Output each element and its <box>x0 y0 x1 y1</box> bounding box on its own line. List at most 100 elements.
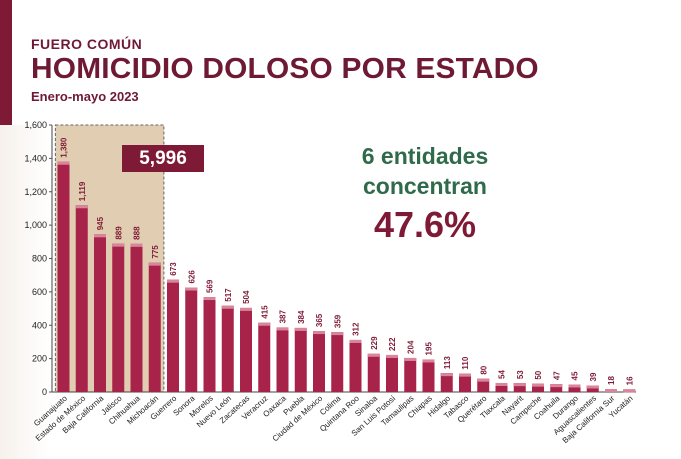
bar-cap <box>422 359 435 363</box>
y-tick-label: 800 <box>32 254 47 264</box>
bar <box>94 234 106 392</box>
y-tick-label: 200 <box>32 354 47 364</box>
bar <box>404 357 417 392</box>
bar <box>586 385 599 392</box>
bar <box>349 339 362 392</box>
bar <box>422 359 435 392</box>
bar-cap <box>276 327 289 331</box>
bar <box>550 384 563 392</box>
bar <box>367 353 380 392</box>
bar-cap <box>167 279 179 283</box>
y-tick-label: 600 <box>32 287 47 297</box>
bar-cap <box>550 384 563 388</box>
bar-cap <box>203 297 216 301</box>
data-label: 888 <box>133 226 142 240</box>
y-tick-label: 0 <box>42 387 47 397</box>
bar-cap <box>477 378 490 382</box>
bar-cap <box>148 262 161 266</box>
bar-cap <box>75 205 88 209</box>
bar <box>386 354 398 392</box>
data-label: 110 <box>461 356 470 369</box>
data-label: 53 <box>516 370 525 379</box>
data-label: 517 <box>224 288 233 302</box>
data-label: 18 <box>607 376 616 385</box>
y-tick-label: 1,600 <box>24 120 47 130</box>
bar <box>258 322 271 392</box>
data-label: 195 <box>425 342 434 356</box>
highlight-outline <box>54 124 165 393</box>
data-label: 415 <box>260 305 269 319</box>
bar-cap <box>495 382 508 386</box>
brand-accent-bar <box>0 0 12 125</box>
data-label: 626 <box>187 270 196 284</box>
bar-cap <box>185 287 198 291</box>
data-label: 204 <box>406 340 415 354</box>
y-tick-label: 1,000 <box>24 220 47 230</box>
stat-percent: 47.6% <box>373 204 477 245</box>
bar-cap <box>440 373 453 377</box>
bar-cap <box>386 354 398 358</box>
data-label: 569 <box>206 279 215 293</box>
bar <box>276 327 289 392</box>
data-label: 54 <box>498 370 507 379</box>
bar-cap <box>130 243 143 247</box>
bar-cap <box>240 307 252 311</box>
bar-cap <box>459 373 471 377</box>
bar-cap <box>623 389 636 393</box>
y-tick-label: 1,400 <box>24 153 47 163</box>
bar-cap <box>568 384 581 388</box>
bar-cap <box>532 383 544 387</box>
page-title: HOMICIDIO DOLOSO POR ESTADO <box>31 53 539 85</box>
data-label: 889 <box>114 226 123 240</box>
y-tick-label: 400 <box>32 320 47 330</box>
bar <box>221 305 234 392</box>
period-subtitle: Enero-mayo 2023 <box>31 89 139 104</box>
bar-cap <box>112 243 125 247</box>
decorative-pattern <box>0 125 50 459</box>
bar <box>57 161 70 392</box>
data-label: 229 <box>370 336 379 350</box>
data-label: 504 <box>242 290 251 304</box>
header: FUERO COMÚN HOMICIDIO DOLOSO POR ESTADO … <box>31 36 539 104</box>
data-label: 945 <box>96 216 105 230</box>
data-label: 359 <box>333 314 342 328</box>
bar <box>459 373 471 392</box>
bar <box>148 262 161 392</box>
data-label: 222 <box>388 337 397 351</box>
data-label: 1,380 <box>60 137 69 158</box>
bar-cap <box>313 331 325 335</box>
bar <box>167 279 179 392</box>
y-tick-label: 1,200 <box>24 187 47 197</box>
bar <box>331 332 344 392</box>
data-label: 673 <box>169 262 178 276</box>
bar <box>185 287 198 392</box>
data-label: 47 <box>552 371 561 380</box>
bar <box>112 243 125 392</box>
data-label: 39 <box>589 372 598 381</box>
bar-cap <box>513 383 526 387</box>
bar-cap <box>94 234 106 238</box>
data-label: 384 <box>297 310 306 324</box>
bar <box>240 307 252 392</box>
bar <box>568 384 581 392</box>
data-label: 312 <box>352 322 361 336</box>
bar-cap <box>258 322 271 326</box>
bar-cap <box>221 305 234 309</box>
data-label: 45 <box>571 371 580 380</box>
bar <box>513 383 526 392</box>
bar <box>313 331 325 392</box>
kicker: FUERO COMÚN <box>31 36 143 52</box>
bar <box>294 327 307 392</box>
bar-cap <box>331 332 344 336</box>
stat-line-1: 6 entidades <box>361 143 489 169</box>
bar-cap <box>367 353 380 357</box>
bar-cap <box>605 388 617 392</box>
bar-cap <box>57 161 70 165</box>
bar <box>477 378 490 392</box>
bar <box>495 382 508 392</box>
bar <box>203 297 216 392</box>
bar-cap <box>294 327 307 331</box>
stat-line-2: concentran <box>363 173 487 199</box>
total-callout: 5,996 <box>122 145 204 172</box>
